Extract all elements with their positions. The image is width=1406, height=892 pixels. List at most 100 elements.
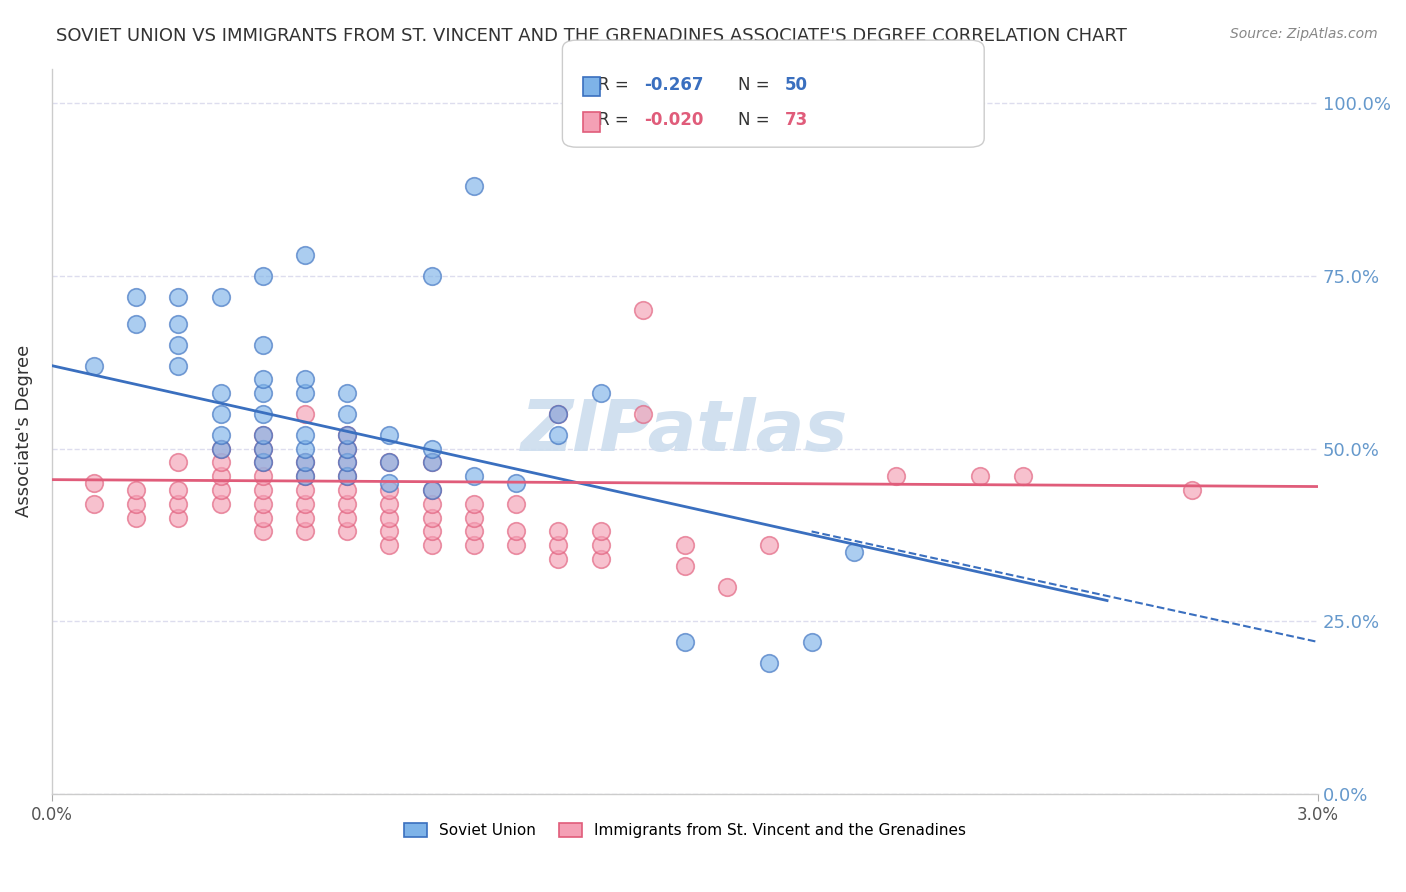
Point	[209, 442, 232, 456]
Point	[547, 407, 569, 421]
Point	[547, 538, 569, 552]
Point	[547, 407, 569, 421]
Point	[505, 476, 527, 491]
Point	[378, 538, 401, 552]
Point	[209, 407, 232, 421]
Point	[294, 469, 316, 483]
Point	[547, 552, 569, 566]
Point	[631, 303, 654, 318]
Text: 73: 73	[785, 112, 808, 129]
Point	[336, 407, 359, 421]
Point	[420, 538, 443, 552]
Point	[589, 386, 612, 401]
Point	[505, 524, 527, 539]
Point	[294, 386, 316, 401]
Point	[294, 524, 316, 539]
Point	[167, 338, 190, 352]
Point	[252, 427, 274, 442]
Point	[252, 442, 274, 456]
Point	[378, 427, 401, 442]
Point	[589, 552, 612, 566]
Point	[673, 635, 696, 649]
Legend: Soviet Union, Immigrants from St. Vincent and the Grenadines: Soviet Union, Immigrants from St. Vincen…	[398, 817, 972, 845]
Point	[378, 483, 401, 497]
Point	[294, 455, 316, 469]
Point	[209, 497, 232, 511]
Text: -0.267: -0.267	[644, 76, 703, 94]
Point	[167, 497, 190, 511]
Point	[589, 524, 612, 539]
Point	[969, 469, 991, 483]
Point	[294, 510, 316, 524]
Point	[673, 538, 696, 552]
Point	[336, 455, 359, 469]
Point	[252, 442, 274, 456]
Point	[336, 483, 359, 497]
Point	[589, 538, 612, 552]
Point	[420, 268, 443, 283]
Point	[336, 442, 359, 456]
Point	[547, 524, 569, 539]
Point	[1180, 483, 1202, 497]
Point	[505, 497, 527, 511]
Point	[336, 455, 359, 469]
Point	[547, 427, 569, 442]
Point	[83, 359, 105, 373]
Point	[420, 483, 443, 497]
Point	[420, 497, 443, 511]
Point	[209, 483, 232, 497]
Point	[420, 442, 443, 456]
Point	[83, 476, 105, 491]
Point	[167, 359, 190, 373]
Point	[378, 476, 401, 491]
Point	[252, 469, 274, 483]
Point	[884, 469, 907, 483]
Point	[252, 407, 274, 421]
Point	[378, 524, 401, 539]
Point	[378, 455, 401, 469]
Point	[294, 442, 316, 456]
Point	[463, 524, 485, 539]
Point	[336, 427, 359, 442]
Point	[125, 510, 148, 524]
Text: N =: N =	[738, 76, 775, 94]
Point	[336, 469, 359, 483]
Point	[420, 510, 443, 524]
Point	[83, 497, 105, 511]
Point	[209, 455, 232, 469]
Text: N =: N =	[738, 112, 775, 129]
Point	[505, 538, 527, 552]
Point	[336, 442, 359, 456]
Point	[463, 178, 485, 193]
Point	[209, 289, 232, 303]
Point	[252, 386, 274, 401]
Point	[800, 635, 823, 649]
Point	[252, 427, 274, 442]
Point	[463, 469, 485, 483]
Point	[252, 455, 274, 469]
Point	[336, 510, 359, 524]
Point	[294, 248, 316, 262]
Point	[716, 580, 738, 594]
Point	[336, 497, 359, 511]
Point	[420, 455, 443, 469]
Text: SOVIET UNION VS IMMIGRANTS FROM ST. VINCENT AND THE GRENADINES ASSOCIATE'S DEGRE: SOVIET UNION VS IMMIGRANTS FROM ST. VINC…	[56, 27, 1128, 45]
Point	[209, 386, 232, 401]
Point	[294, 497, 316, 511]
Point	[420, 524, 443, 539]
Point	[294, 469, 316, 483]
Point	[167, 510, 190, 524]
Point	[420, 455, 443, 469]
Point	[294, 407, 316, 421]
Point	[294, 372, 316, 386]
Point	[167, 455, 190, 469]
Point	[336, 427, 359, 442]
Point	[336, 469, 359, 483]
Point	[294, 455, 316, 469]
Point	[378, 510, 401, 524]
Point	[631, 407, 654, 421]
Text: R =: R =	[598, 112, 634, 129]
Point	[252, 483, 274, 497]
Point	[167, 289, 190, 303]
Point	[378, 455, 401, 469]
